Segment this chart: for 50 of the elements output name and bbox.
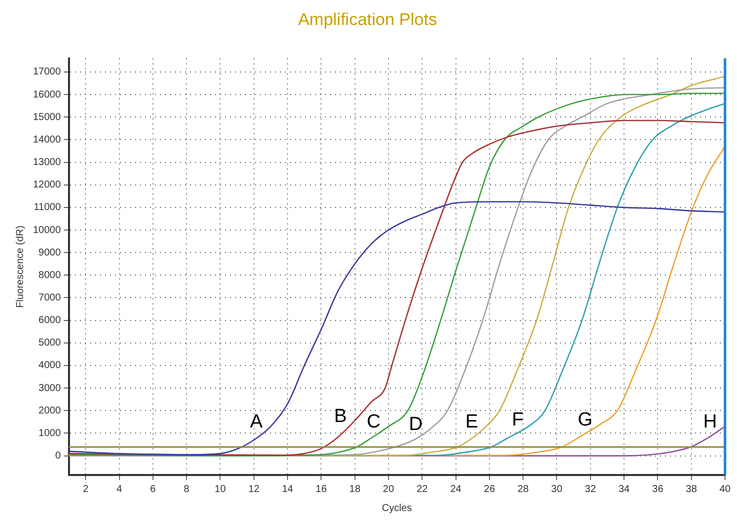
x-tick-label: 8 — [184, 484, 190, 495]
x-tick-label: 40 — [719, 484, 731, 495]
annotation: G — [578, 409, 592, 430]
x-tick-label: 32 — [584, 484, 596, 495]
y-tick-label: 15000 — [32, 112, 62, 123]
x-axis-title: Cycles — [382, 502, 412, 514]
x-tick-label: 4 — [116, 484, 123, 495]
chart-title: Amplification Plots — [298, 10, 437, 29]
x-tick-label: 28 — [518, 484, 530, 495]
y-tick-label: 2000 — [38, 405, 62, 416]
x-tick-label: 6 — [150, 484, 156, 495]
y-tick-label: 14000 — [32, 134, 62, 146]
y-tick-label: 4000 — [38, 360, 62, 372]
y-axis-title: Fluorescence (dR) — [14, 226, 26, 308]
x-tick-label: 2 — [82, 484, 89, 495]
y-tick-label: 7000 — [38, 292, 62, 304]
annotation: H — [703, 412, 717, 433]
x-tick-label: 12 — [248, 484, 260, 495]
y-tick-label: 8000 — [38, 270, 62, 281]
x-tick-label: 10 — [214, 484, 226, 495]
y-tick-label: 12000 — [32, 180, 62, 191]
y-tick-label: 5000 — [38, 338, 62, 349]
x-tick-label: 22 — [416, 484, 428, 495]
x-tick-label: 26 — [484, 484, 496, 495]
x-tick-label: 38 — [686, 484, 698, 495]
x-tick-label: 30 — [551, 484, 563, 495]
annotation: D — [408, 414, 423, 435]
x-tick-label: 14 — [282, 484, 294, 495]
y-tick-label: 9000 — [38, 247, 62, 258]
y-tick-label: 16000 — [32, 89, 62, 100]
annotation: B — [334, 406, 347, 427]
x-tick-label: 18 — [349, 484, 361, 495]
y-tick-label: 3000 — [38, 382, 62, 394]
y-tick-label: 11000 — [34, 202, 62, 214]
annotation: E — [465, 412, 478, 433]
x-tick-label: 34 — [618, 484, 630, 495]
y-tick-label: 6000 — [38, 315, 62, 326]
y-tick-label: 0 — [55, 450, 62, 462]
x-tick-label: 16 — [316, 484, 328, 495]
y-tick-label: 10000 — [32, 224, 62, 236]
annotation: C — [366, 412, 380, 433]
y-tick-label: 1000 — [38, 428, 62, 439]
x-tick-label: 24 — [450, 484, 462, 495]
y-tick-label: 17000 — [32, 66, 62, 78]
x-tick-label: 20 — [382, 484, 394, 495]
x-tick-label: 36 — [652, 484, 664, 495]
line-series — [68, 201, 725, 456]
annotation: F — [512, 409, 524, 430]
annotation: A — [250, 412, 264, 433]
y-tick-label: 13000 — [32, 157, 62, 168]
